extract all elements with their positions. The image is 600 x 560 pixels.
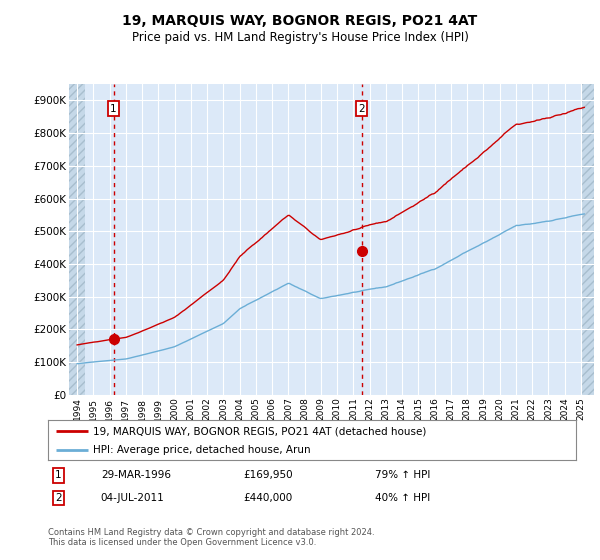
Text: HPI: Average price, detached house, Arun: HPI: Average price, detached house, Arun [93, 445, 311, 455]
Text: 19, MARQUIS WAY, BOGNOR REGIS, PO21 4AT: 19, MARQUIS WAY, BOGNOR REGIS, PO21 4AT [122, 14, 478, 28]
Text: 1: 1 [110, 104, 117, 114]
Text: 04-JUL-2011: 04-JUL-2011 [101, 493, 164, 503]
Text: 40% ↑ HPI: 40% ↑ HPI [376, 493, 431, 503]
Text: Price paid vs. HM Land Registry's House Price Index (HPI): Price paid vs. HM Land Registry's House … [131, 31, 469, 44]
Text: £169,950: £169,950 [244, 470, 293, 480]
Text: 2: 2 [55, 493, 62, 503]
Text: Contains HM Land Registry data © Crown copyright and database right 2024.
This d: Contains HM Land Registry data © Crown c… [48, 528, 374, 547]
Text: £440,000: £440,000 [244, 493, 293, 503]
Text: 29-MAR-1996: 29-MAR-1996 [101, 470, 171, 480]
Text: 79% ↑ HPI: 79% ↑ HPI [376, 470, 431, 480]
Text: 1: 1 [55, 470, 62, 480]
Text: 2: 2 [358, 104, 365, 114]
Text: 19, MARQUIS WAY, BOGNOR REGIS, PO21 4AT (detached house): 19, MARQUIS WAY, BOGNOR REGIS, PO21 4AT … [93, 426, 426, 436]
